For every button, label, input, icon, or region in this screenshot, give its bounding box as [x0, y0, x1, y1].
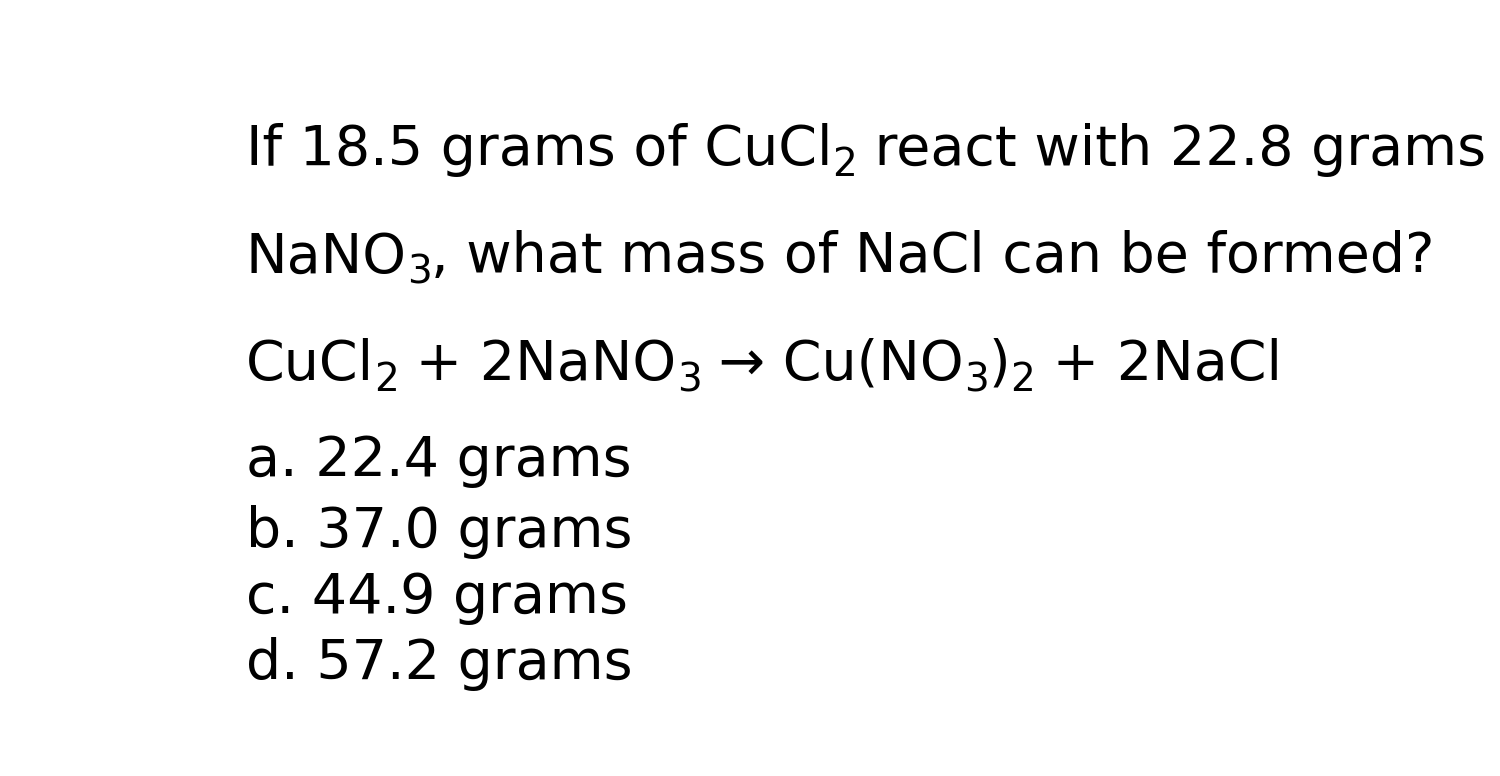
Text: a. 22.4 grams: a. 22.4 grams	[246, 434, 632, 487]
Text: → Cu(NO: → Cu(NO	[702, 338, 964, 392]
Text: 3: 3	[676, 361, 702, 399]
Text: 2: 2	[374, 361, 399, 399]
Text: 2: 2	[833, 146, 856, 184]
Text: 2: 2	[1011, 361, 1035, 399]
Text: CuCl: CuCl	[246, 338, 374, 392]
Text: 3: 3	[406, 254, 432, 292]
Text: c. 44.9 grams: c. 44.9 grams	[246, 571, 627, 625]
Text: react with 22.8 grams of: react with 22.8 grams of	[856, 123, 1500, 177]
Text: If 18.5 grams of CuCl: If 18.5 grams of CuCl	[246, 123, 832, 177]
Text: + 2NaNO: + 2NaNO	[399, 338, 676, 392]
Text: NaNO: NaNO	[246, 230, 406, 284]
Text: b. 37.0 grams: b. 37.0 grams	[246, 505, 632, 559]
Text: ): )	[988, 338, 1011, 392]
Text: 3: 3	[964, 361, 988, 399]
Text: d. 57.2 grams: d. 57.2 grams	[246, 636, 633, 691]
Text: , what mass of NaCl can be formed?: , what mass of NaCl can be formed?	[432, 230, 1436, 284]
Text: + 2NaCl: + 2NaCl	[1035, 338, 1282, 392]
